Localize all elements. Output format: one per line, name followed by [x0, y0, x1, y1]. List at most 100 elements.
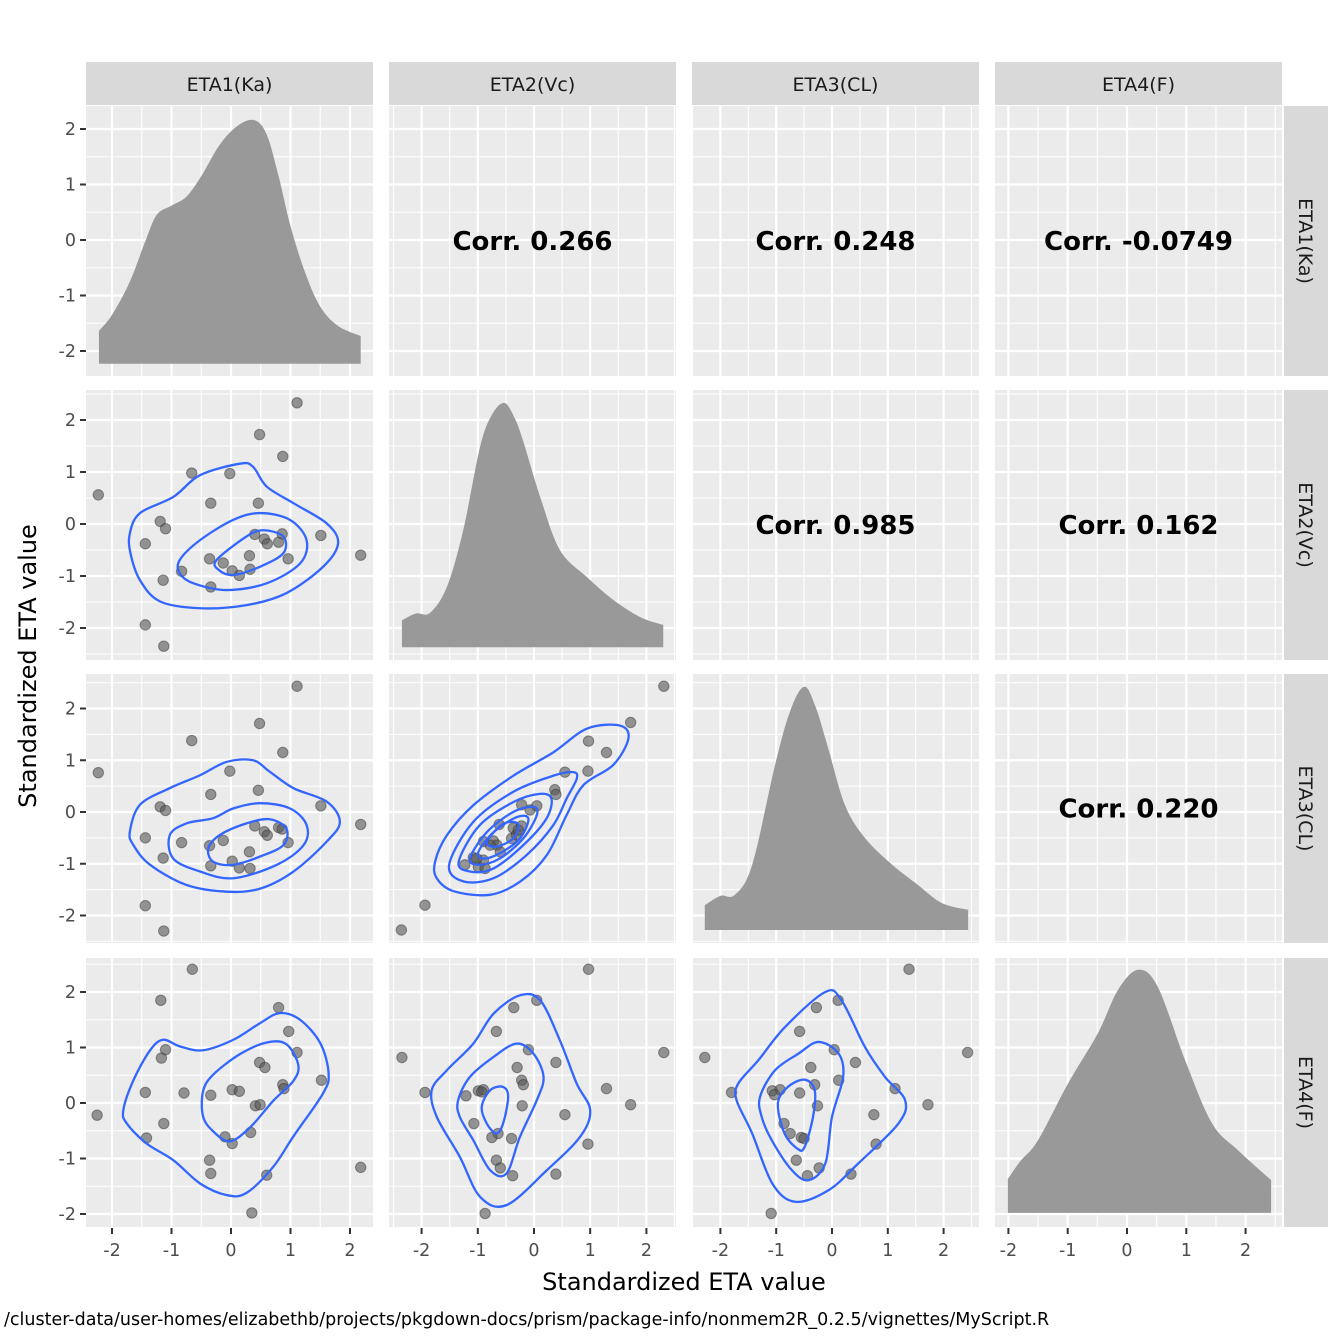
- scatter-r2-c1: [92, 397, 367, 652]
- density-contour-2: [757, 1040, 845, 1182]
- density-contour-3: [206, 817, 289, 867]
- data-point: [224, 467, 236, 480]
- data-point: [159, 804, 172, 817]
- data-point: [243, 846, 256, 858]
- density-contour-1: [127, 461, 340, 610]
- y-tick-label: 2: [65, 411, 76, 431]
- density-contour-1: [733, 988, 908, 1204]
- x-tick-label: -1: [767, 1241, 784, 1261]
- x-tick-label: 0: [1121, 1241, 1132, 1261]
- data-point: [252, 497, 265, 509]
- panel-r1-c3: [691, 106, 979, 376]
- x-tick-label: 0: [528, 1241, 539, 1261]
- data-point: [699, 1051, 711, 1064]
- row-strip-label-4: ETA4(F): [1294, 1056, 1316, 1129]
- y-tick-label: 0: [65, 515, 76, 535]
- y-tick-label: -2: [59, 619, 76, 639]
- panels-layer: Corr. 0.266 Corr. 0.248 Corr. -0.0749 Corr.…: [86, 106, 1282, 1227]
- data-point: [92, 766, 105, 779]
- data-point: [139, 832, 152, 844]
- data-point: [253, 717, 266, 730]
- y-tick-label: 2: [65, 120, 76, 140]
- data-point: [203, 553, 216, 565]
- data-point: [805, 1061, 817, 1074]
- scatter-r3-c2: [395, 680, 670, 936]
- data-point: [91, 1109, 103, 1121]
- data-point: [233, 1085, 246, 1098]
- density-contour-3: [457, 792, 553, 874]
- x-tick-label: -1: [163, 1241, 180, 1261]
- data-point: [291, 397, 303, 409]
- y-tick-label: 1: [65, 1039, 76, 1059]
- density-area-4: [1007, 969, 1272, 1213]
- x-tick-label: 1: [1181, 1241, 1192, 1261]
- y-tick-label: 0: [65, 231, 76, 251]
- data-point: [765, 1207, 777, 1220]
- correlation-label-r1-c4: Corr. -0.0749: [1044, 227, 1233, 257]
- data-point: [253, 428, 266, 441]
- x-tick-label: -2: [413, 1241, 430, 1261]
- y-tick-label: 0: [65, 803, 76, 823]
- data-point: [793, 1025, 806, 1038]
- panel-r1-c4: [995, 106, 1282, 376]
- density-contour-4: [468, 805, 539, 866]
- data-point: [725, 1086, 738, 1099]
- data-point: [517, 1078, 530, 1091]
- data-point: [479, 1207, 491, 1220]
- x-tick-label: 1: [285, 1241, 296, 1261]
- density-contour-2: [176, 511, 309, 592]
- column-strip-3: [692, 62, 979, 105]
- data-point: [243, 550, 256, 562]
- column-strip-label-4: ETA4(F): [1102, 74, 1175, 96]
- data-point: [291, 680, 303, 692]
- data-point: [476, 1086, 488, 1098]
- data-point: [158, 1117, 170, 1130]
- data-point: [396, 1051, 408, 1064]
- density-contour-6: [485, 820, 520, 848]
- y-tick-label: 1: [65, 176, 76, 196]
- data-point: [282, 553, 294, 565]
- scatter-r4-c1: [91, 963, 367, 1219]
- density-area-2: [401, 402, 664, 648]
- row-strip-label-1: ETA1(Ka): [1294, 198, 1316, 284]
- data-point: [205, 497, 217, 509]
- data-point: [139, 619, 152, 631]
- data-point: [468, 1117, 480, 1130]
- row-strip-4: [1284, 958, 1328, 1227]
- row-strip-2: [1284, 390, 1328, 660]
- row-strip-3: [1284, 674, 1328, 943]
- data-point: [870, 1138, 882, 1150]
- panel-r1-c2: [389, 106, 676, 376]
- correlation-label-r1-c2: Corr. 0.266: [452, 227, 612, 257]
- data-point: [790, 1154, 802, 1166]
- data-point: [224, 765, 236, 777]
- panel-r3-c1: [86, 674, 373, 943]
- data-point: [139, 899, 152, 912]
- x-tick-label: 1: [882, 1241, 893, 1261]
- data-point: [277, 450, 289, 463]
- density-contour-1: [128, 758, 342, 894]
- data-point: [155, 994, 167, 1007]
- y-tick-label: -2: [59, 907, 76, 927]
- y-tick-label: 1: [65, 751, 76, 771]
- data-point: [186, 467, 198, 479]
- data-point: [205, 788, 217, 801]
- data-point: [531, 994, 543, 1007]
- data-point: [658, 680, 670, 692]
- density-contour-1: [432, 723, 630, 897]
- density-contour-3: [776, 1078, 817, 1152]
- panel-r2-c3: [691, 390, 979, 660]
- panel-r3-c4: [995, 674, 1282, 943]
- strips-layer: ETA1(Ka) ETA2(Vc) ETA3(CL) ETA4(F) ETA1(Ka) E…: [86, 62, 1328, 1227]
- data-point: [658, 1046, 670, 1059]
- density-contour-3: [480, 1085, 510, 1135]
- data-point: [490, 1025, 503, 1038]
- data-point: [516, 1100, 528, 1112]
- x-tick-label: 0: [225, 1241, 236, 1261]
- row-strip-1: [1284, 106, 1328, 376]
- y-tick-label: 0: [65, 1094, 76, 1114]
- data-point: [355, 1161, 367, 1174]
- axes-layer: -2 -1 0 1 2 -2 -1 0 1 2 -2 -1 0 1 2 -2 -1 0 1 2 -2 -1 0 1 2 -2 -1 0…: [59, 120, 1252, 1261]
- x-tick-label: -2: [712, 1241, 729, 1261]
